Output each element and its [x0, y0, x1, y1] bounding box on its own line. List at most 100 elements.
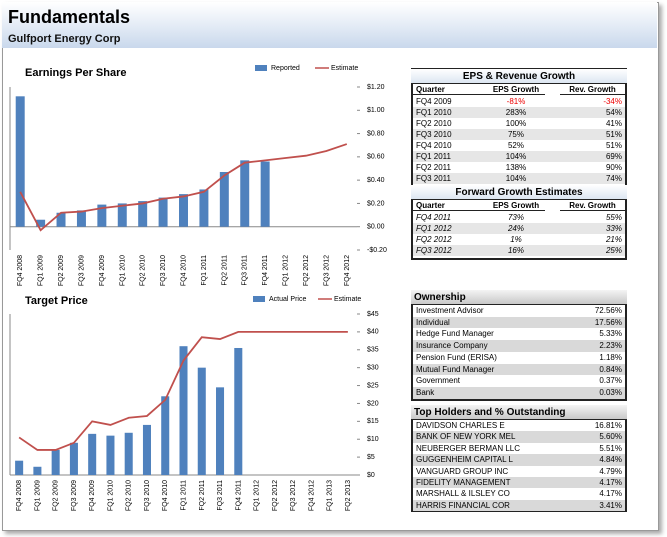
table-cell: FQ3 2012 — [416, 246, 452, 255]
table-cell: 69% — [605, 152, 622, 161]
table-cell: FQ2 2011 — [416, 163, 451, 172]
bar — [179, 346, 188, 475]
table-cell: FQ4 2010 — [416, 141, 452, 150]
bar — [260, 161, 270, 227]
row-bg — [413, 375, 625, 387]
table-cell: 90% — [605, 163, 622, 172]
estimate-line — [19, 143, 348, 232]
row-value: 5.60% — [599, 432, 622, 442]
table-cell: 24% — [507, 224, 524, 233]
x-tick-label: FQ4 2009 — [99, 255, 106, 286]
x-tick-label: FQ1 2009 — [34, 480, 41, 511]
table-title: Forward Growth Estimates — [411, 185, 627, 200]
y-tick-label: $1.20 — [367, 84, 385, 91]
row-bg — [413, 442, 625, 455]
legend-label: Estimate — [331, 65, 358, 72]
chart-title: Target Price — [25, 295, 88, 307]
table-cell: 73% — [507, 213, 524, 222]
x-tick-label: FQ1 2010 — [119, 255, 126, 286]
x-tick-label: FQ3 2012 — [323, 255, 330, 286]
bar — [216, 387, 225, 475]
row-bg — [413, 96, 625, 107]
row-value: 4.84% — [599, 455, 622, 465]
row-bg — [413, 305, 625, 317]
row-label: Pension Fund (ERISA) — [416, 352, 497, 362]
table-cell: 33% — [605, 224, 622, 233]
x-tick-label: FQ2 2012 — [303, 255, 310, 286]
bar — [197, 367, 206, 475]
row-label: FIDELITY MANAGEMENT — [416, 478, 511, 487]
row-bg — [413, 328, 625, 341]
x-tick-label: FQ4 2008 — [17, 255, 24, 286]
table-cell: 1% — [510, 235, 522, 244]
bar — [199, 189, 209, 227]
row-label: Bank — [416, 387, 435, 397]
bar — [76, 210, 86, 227]
row-label: Investment Advisor — [416, 306, 484, 315]
column-header: EPS Growth — [487, 200, 545, 211]
column-header: Quarter — [413, 200, 487, 211]
table-title: EPS & Revenue Growth — [411, 69, 627, 84]
x-tick-label: FQ2 2010 — [140, 255, 147, 286]
row-bg — [413, 431, 625, 443]
bar — [234, 347, 243, 475]
bar — [142, 424, 151, 475]
y-tick-label: $20 — [367, 400, 379, 407]
row-bg — [413, 212, 625, 223]
table-cell: 25% — [605, 246, 622, 255]
bar — [179, 194, 188, 227]
table-cell: 55% — [605, 213, 622, 222]
legend-swatch — [255, 65, 267, 71]
row-value: 3.41% — [599, 500, 622, 510]
x-tick-label: FQ2 2011 — [199, 480, 206, 511]
row-label: DAVIDSON CHARLES E — [416, 421, 505, 430]
row-label: Hedge Fund Manager — [416, 329, 494, 339]
bar — [138, 201, 148, 227]
table-cell: FQ1 2011 — [416, 152, 451, 161]
legend-label: Reported — [271, 65, 300, 72]
y-tick-label: $30 — [367, 365, 379, 372]
row-label: Mutual Fund Manager — [416, 364, 495, 374]
y-tick-label: $10 — [367, 436, 379, 443]
y-tick-label: -$0.20 — [367, 247, 387, 254]
header: Fundamentals Gulfport Energy Corp — [2, 2, 657, 48]
x-tick-label: FQ2 2010 — [126, 480, 133, 511]
bar — [15, 96, 25, 227]
row-bg — [413, 223, 625, 234]
legend-label: Actual Price — [269, 296, 306, 303]
row-bg — [413, 140, 625, 151]
x-tick-label: FQ1 2011 — [181, 480, 188, 511]
bar — [56, 212, 66, 227]
x-tick-label: FQ4 2011 — [262, 255, 269, 286]
row-bg — [413, 107, 625, 118]
table-cell: 16% — [507, 246, 524, 255]
x-tick-label: FQ4 2010 — [181, 255, 188, 286]
row-value: 0.84% — [599, 364, 622, 374]
y-tick-label: $35 — [367, 347, 379, 354]
row-label: BANK OF NEW YORK MEL — [416, 432, 516, 442]
bar — [158, 197, 168, 227]
x-tick-label: FQ4 2009 — [89, 480, 96, 511]
row-label: NEUBERGER BERMAN LLC — [416, 443, 521, 453]
row-bg — [413, 488, 625, 500]
column-header: Rev. Growth — [560, 84, 625, 95]
table-cell: FQ4 2011 — [416, 213, 451, 222]
table-cell: FQ2 2010 — [416, 119, 452, 128]
x-tick-label: FQ1 2012 — [283, 255, 290, 286]
bar — [117, 203, 127, 227]
x-tick-label: FQ2 2009 — [58, 255, 65, 286]
column-header: EPS Growth — [487, 84, 545, 95]
row-bg — [413, 340, 625, 352]
x-tick-label: FQ3 2010 — [144, 480, 151, 511]
bar — [33, 466, 42, 475]
x-tick-label: FQ2 2013 — [345, 480, 352, 511]
row-value: 72.56% — [594, 306, 622, 315]
row-bg — [413, 118, 625, 129]
x-tick-label: FQ2 2011 — [221, 255, 228, 286]
y-tick-label: $0.80 — [367, 130, 385, 137]
y-tick-label: $40 — [367, 329, 379, 336]
bar — [36, 219, 46, 227]
table-cell: 100% — [505, 119, 527, 128]
